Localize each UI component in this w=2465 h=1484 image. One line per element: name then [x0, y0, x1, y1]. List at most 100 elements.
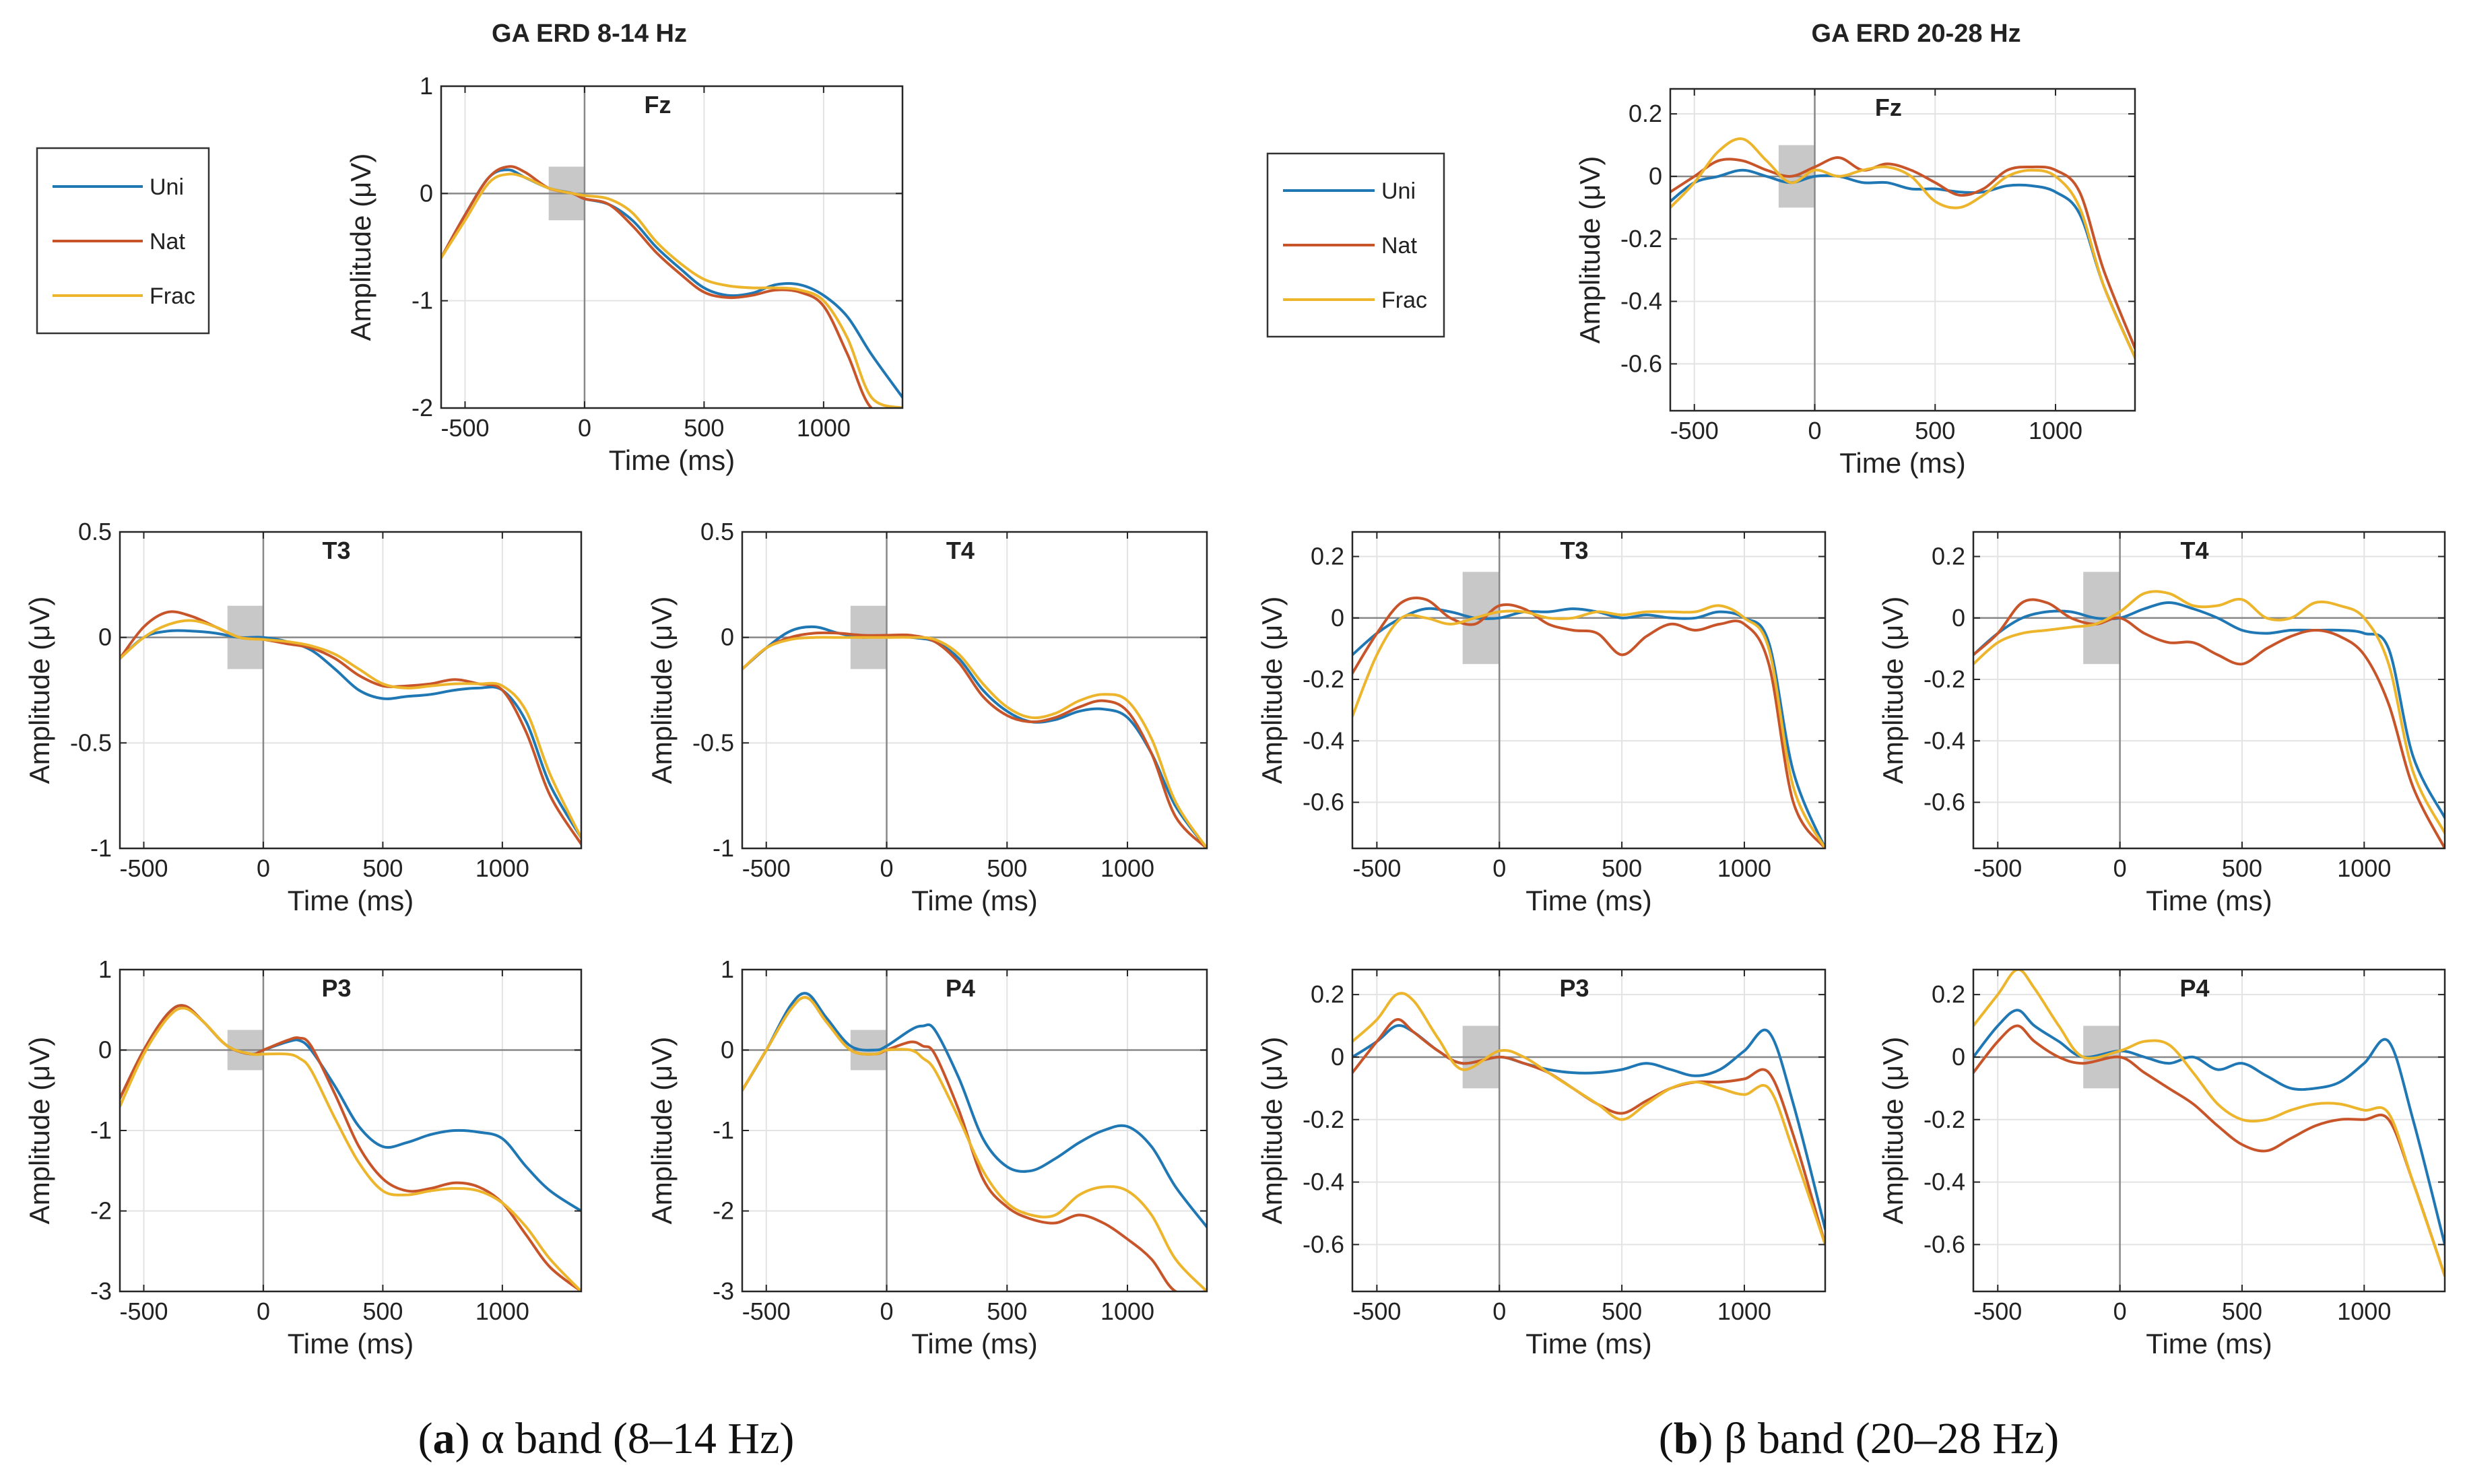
series-line-uni [1973, 1009, 2445, 1246]
x-tick-label: 500 [2222, 1297, 2262, 1325]
y-tick-label: -0.4 [1303, 1168, 1344, 1196]
y-axis-label: Amplitude (μV) [1256, 597, 1288, 784]
axes-frame [119, 531, 583, 850]
x-tick-label: 0 [1492, 1297, 1506, 1325]
x-tick-label: 500 [684, 414, 724, 442]
x-tick-label: 0 [257, 1297, 270, 1325]
x-tick-label: 500 [987, 854, 1027, 882]
series-line-nat [1352, 596, 1825, 848]
y-tick-label: -1 [713, 1116, 734, 1144]
y-tick-label: -1 [713, 834, 734, 862]
x-tick-label: 1000 [1100, 854, 1154, 882]
series-line-nat [1973, 598, 2445, 848]
panel-b_p4: -500 0 500 1000 -0.6 -0.4 -0.2 0 0.2 P4 Time (ms) A… [1877, 968, 2446, 1359]
x-tick-label: 500 [1602, 1297, 1642, 1325]
x-tick-label: -500 [1973, 854, 2022, 882]
x-axis-label: Time (ms) [609, 444, 735, 476]
y-axis-label: Amplitude (μV) [345, 154, 376, 341]
legend-alpha-label-uni: Uni [150, 174, 184, 200]
x-tick-label: -500 [440, 414, 489, 442]
plot-area [441, 86, 902, 408]
series-line-nat [120, 610, 581, 846]
y-tick-label: 0 [98, 1036, 112, 1064]
y-tick-label: -0.6 [1924, 788, 1965, 816]
plot-area [120, 532, 581, 848]
caption-a-letter: a [433, 1414, 455, 1463]
y-tick-label: -2 [713, 1197, 734, 1225]
channel-label: P4 [2180, 974, 2210, 1002]
plot-area [1352, 970, 1825, 1291]
y-tick-label: -0.6 [1924, 1230, 1965, 1258]
y-tick-label: -0.4 [1620, 288, 1662, 315]
legend-beta-label-uni: Uni [1381, 178, 1416, 204]
y-tick-label: -2 [90, 1197, 112, 1225]
x-axis-label: Time (ms) [2146, 1328, 2272, 1359]
series-line-frac [1973, 590, 2445, 835]
y-tick-label: 1 [420, 72, 433, 100]
y-tick-label: -0.4 [1303, 727, 1344, 754]
axes-frame [1972, 531, 2446, 850]
caption-b-letter: b [1674, 1414, 1699, 1463]
y-tick-label: 0 [98, 623, 112, 651]
y-axis-label: Amplitude (μV) [24, 597, 55, 784]
y-tick-label: -3 [713, 1277, 734, 1305]
x-axis-label: Time (ms) [1839, 447, 1965, 479]
series-group [120, 610, 581, 846]
legend-beta-label-frac: Frac [1381, 288, 1427, 313]
axes-frame [1351, 968, 1827, 1293]
panel-a_p4: -500 0 500 1000 -3 -2 -1 0 1 P4 Time (ms) Amplitude… [646, 955, 1208, 1359]
y-tick-label: -0.2 [1620, 225, 1662, 252]
caption-b-text: β band (20–28 Hz) [1724, 1414, 2059, 1463]
y-tick-label: -0.5 [70, 729, 112, 756]
channel-label: Fz [1875, 94, 1902, 121]
x-tick-label: -500 [119, 854, 168, 882]
y-axis-label: Amplitude (μV) [1256, 1037, 1288, 1225]
x-tick-label: 1000 [475, 854, 529, 882]
series-line-frac [742, 996, 1207, 1291]
series-line-frac [1352, 604, 1825, 848]
panel-a_fz: -500 0 500 1000 -2 -1 0 1 Fz Time (ms) Amplitude (… [345, 72, 904, 476]
panels: -500 0 500 1000 -2 -1 0 1 Fz Time (ms) Amplitude (… [24, 72, 2446, 1359]
x-axis-label: Time (ms) [288, 1328, 414, 1359]
y-tick-label: 0.2 [1932, 543, 1965, 570]
y-tick-label: -0.2 [1303, 1106, 1344, 1133]
caption-a: (a) α band (8–14 Hz) [418, 1414, 795, 1463]
series-line-nat [1973, 1024, 2445, 1277]
series-line-frac [1973, 970, 2445, 1277]
x-tick-label: 500 [362, 854, 403, 882]
y-tick-label: 0.2 [1629, 100, 1662, 127]
y-axis-label: Amplitude (μV) [1574, 156, 1606, 344]
x-tick-label: 500 [2222, 854, 2262, 882]
y-axis-label: Amplitude (μV) [1877, 597, 1909, 784]
panel-b_t4: -500 0 500 1000 -0.6 -0.4 -0.2 0 0.2 T4 Time (ms) A… [1877, 531, 2446, 916]
x-tick-label: 1000 [1100, 1297, 1154, 1325]
channel-label: T4 [946, 537, 975, 564]
y-tick-label: -0.2 [1924, 665, 1965, 693]
y-tick-label: -3 [90, 1277, 112, 1305]
x-tick-label: -500 [119, 1297, 168, 1325]
series-line-nat [1670, 156, 2135, 350]
plot-area [1973, 970, 2445, 1291]
series-line-nat [441, 165, 902, 408]
legend-alpha-label-nat: Nat [150, 229, 185, 255]
y-tick-label: -1 [90, 834, 112, 862]
y-axis-label: Amplitude (μV) [1877, 1037, 1909, 1225]
series-line-uni [742, 625, 1207, 848]
legend-alpha: Uni Nat Frac [36, 147, 210, 335]
x-tick-label: -500 [1973, 1297, 2022, 1325]
y-axis-label: Amplitude (μV) [646, 597, 678, 784]
y-axis-label: Amplitude (μV) [24, 1037, 55, 1225]
y-tick-label: -0.2 [1303, 665, 1344, 693]
series-line-uni [441, 168, 902, 399]
y-tick-label: 0.5 [78, 518, 112, 545]
y-tick-label: 0.2 [1311, 980, 1344, 1008]
y-tick-label: 0 [1331, 604, 1344, 632]
x-tick-label: 1000 [1717, 1297, 1771, 1325]
y-tick-label: -0.6 [1620, 349, 1662, 377]
x-tick-label: 500 [987, 1297, 1027, 1325]
x-tick-label: 0 [2113, 1297, 2127, 1325]
y-tick-label: 0 [721, 1036, 734, 1064]
series-line-frac [742, 636, 1207, 848]
x-axis-label: Time (ms) [911, 1328, 1037, 1359]
legend-alpha-label-frac: Frac [150, 283, 195, 309]
